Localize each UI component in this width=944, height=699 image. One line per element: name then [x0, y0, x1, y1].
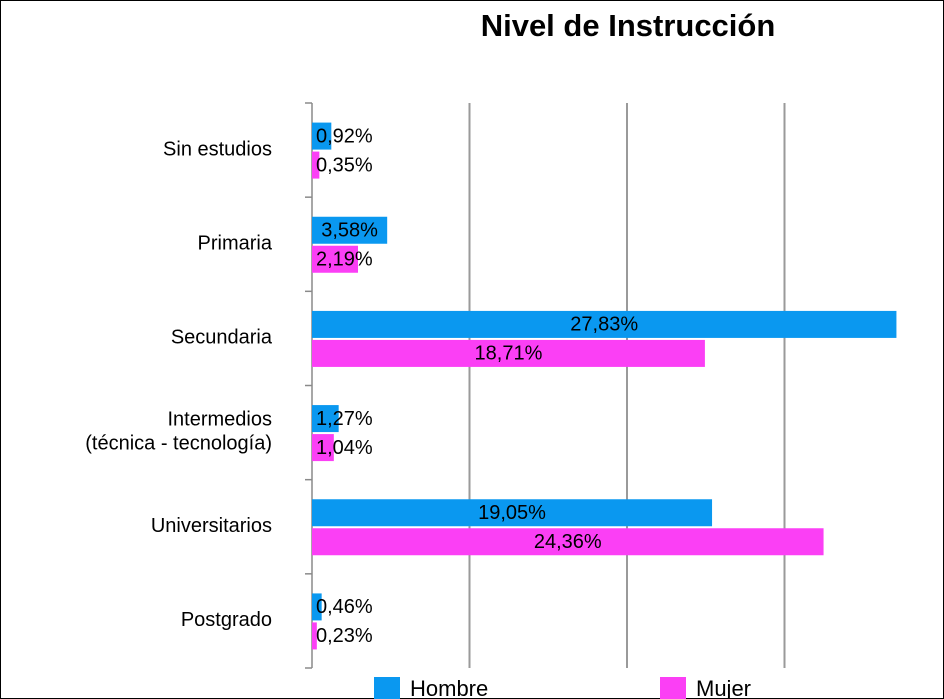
bar — [312, 405, 339, 433]
bar — [312, 593, 322, 621]
legend-swatch — [660, 677, 686, 699]
bar — [312, 339, 705, 367]
category-label: Primaria — [198, 233, 273, 255]
value-label: 0,35% — [316, 154, 373, 176]
value-label: 19,05% — [478, 502, 546, 524]
legend-swatch — [374, 677, 400, 699]
value-label: 2,19% — [316, 249, 373, 271]
bar — [312, 499, 713, 527]
value-label: 0,46% — [316, 596, 373, 618]
value-label: 0,92% — [316, 125, 373, 147]
category-label: Sin estudios — [163, 138, 272, 160]
legend-label: Hombre — [410, 676, 488, 699]
category-label: Secundaria — [171, 327, 273, 349]
value-label: 18,71% — [475, 343, 543, 365]
value-label: 0,23% — [316, 625, 373, 647]
chart-title: Nivel de Instrucción — [481, 8, 776, 43]
category-label: Intermedios (técnica - tecnología) — [85, 409, 272, 455]
value-label: 3,58% — [321, 220, 378, 242]
value-label: 24,36% — [534, 531, 602, 553]
legend-label: Mujer — [696, 676, 751, 699]
bar — [312, 434, 334, 462]
value-label: 27,83% — [570, 314, 638, 336]
value-label: 1,27% — [316, 408, 373, 430]
bar — [312, 310, 897, 338]
bar — [312, 151, 320, 179]
bar — [312, 528, 824, 556]
category-label: Postgrado — [181, 609, 272, 631]
bar — [312, 122, 332, 150]
bar — [312, 216, 388, 244]
bar — [312, 245, 358, 273]
bar — [312, 622, 317, 650]
category-label: Universitarios — [151, 515, 272, 537]
value-label: 1,04% — [316, 437, 373, 459]
